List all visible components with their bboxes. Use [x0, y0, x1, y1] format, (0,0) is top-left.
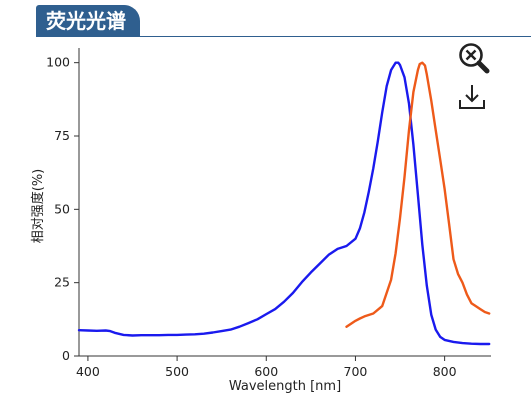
y-tick-label: 0	[62, 348, 70, 363]
zoom-reset-icon	[459, 43, 490, 74]
x-tick-label: 700	[344, 364, 368, 379]
download-icon	[459, 85, 485, 109]
y-tick-label: 50	[54, 201, 70, 216]
download-button[interactable]	[456, 82, 488, 112]
header-divider	[36, 36, 531, 37]
y-tick-label: 75	[54, 128, 70, 143]
emission-series-line	[345, 61, 491, 328]
y-axis-title: 相对强度(%)	[30, 169, 46, 244]
section-title: 荧光光谱	[36, 5, 140, 37]
y-tick-label: 25	[54, 275, 70, 290]
x-axis-title: Wavelength [nm]	[229, 379, 341, 394]
excitation-series-line	[77, 61, 491, 346]
chart-series	[77, 61, 491, 346]
chart-axes: 0 25 50 75 100 400 500 600 700 800	[46, 48, 491, 379]
x-tick-label: 800	[433, 364, 457, 379]
y-tick-label: 100	[46, 55, 70, 70]
x-tick-label: 500	[165, 364, 189, 379]
x-tick-label: 400	[76, 364, 100, 379]
zoom-reset-button[interactable]	[456, 40, 492, 76]
x-tick-label: 600	[254, 364, 278, 379]
